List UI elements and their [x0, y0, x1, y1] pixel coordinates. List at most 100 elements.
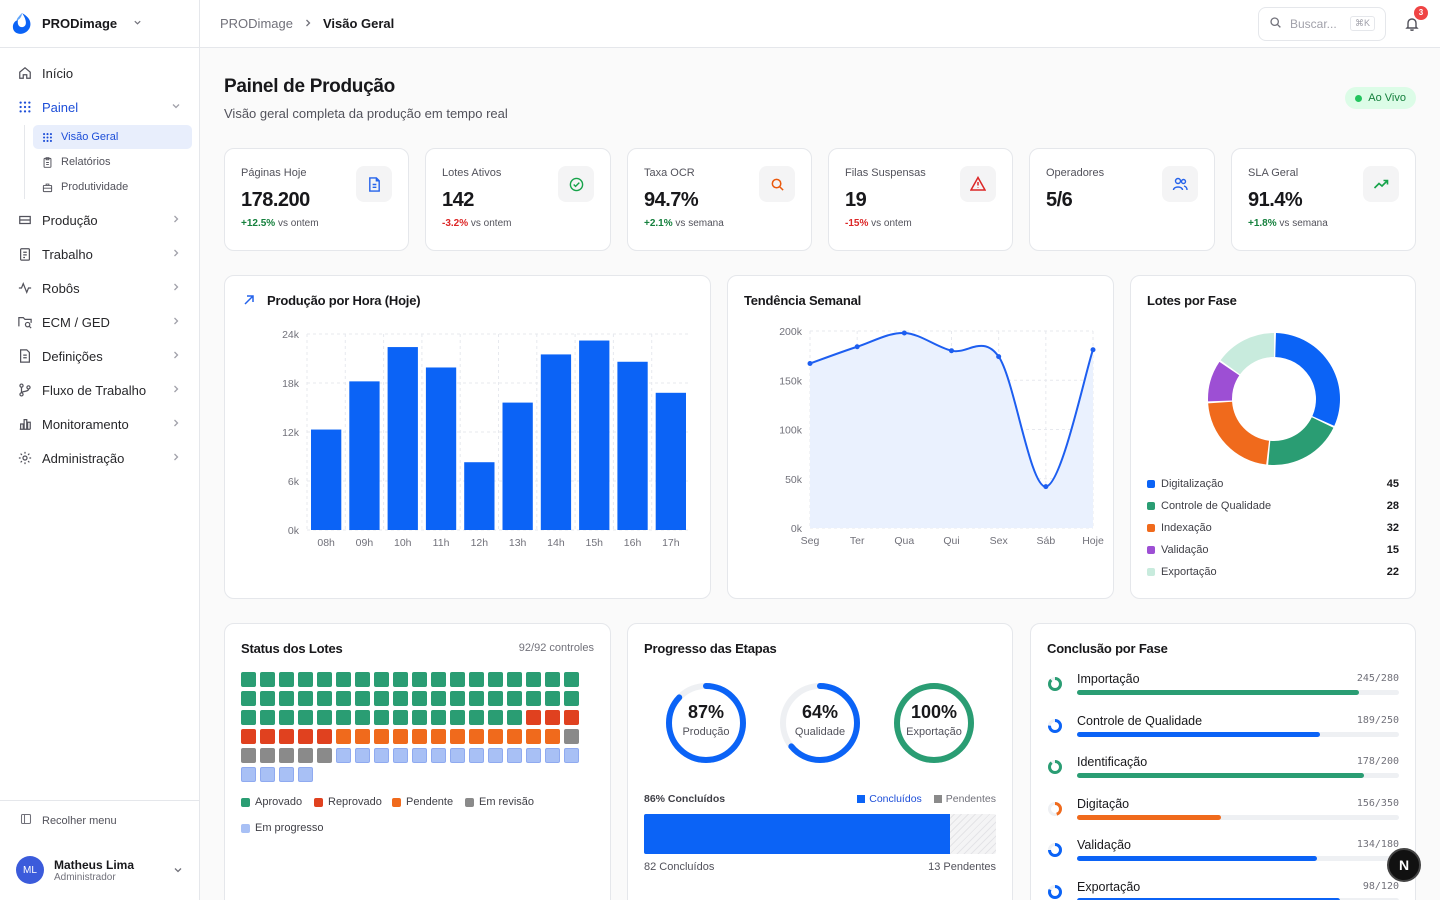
status-cell-aprovado[interactable]: [545, 691, 560, 706]
status-cell-pendente[interactable]: [469, 729, 484, 744]
slice-Digitalização[interactable]: [1275, 333, 1340, 426]
status-cell-aprovado[interactable]: [241, 672, 256, 687]
bar-09h[interactable]: [349, 381, 380, 530]
status-cell-aprovado[interactable]: [260, 710, 275, 725]
sidebar-item-producao[interactable]: Produção: [0, 203, 199, 237]
status-cell-em-progresso[interactable]: [241, 767, 256, 782]
status-cell-aprovado[interactable]: [431, 691, 446, 706]
status-cell-aprovado[interactable]: [393, 672, 408, 687]
slice-Indexação[interactable]: [1208, 401, 1270, 465]
status-cell-em-revisao[interactable]: [298, 748, 313, 763]
status-cell-reprovado[interactable]: [241, 729, 256, 744]
status-cell-aprovado[interactable]: [241, 691, 256, 706]
bar-10h[interactable]: [387, 347, 418, 530]
status-cell-aprovado[interactable]: [336, 691, 351, 706]
phase-row[interactable]: Controle de Qualidade 189/250: [1047, 714, 1399, 750]
status-cell-aprovado[interactable]: [507, 672, 522, 687]
search-input[interactable]: Buscar... ⌘K: [1258, 6, 1386, 41]
status-cell-aprovado[interactable]: [317, 691, 332, 706]
status-cell-aprovado[interactable]: [488, 672, 503, 687]
status-cell-aprovado[interactable]: [374, 691, 389, 706]
status-cell-aprovado[interactable]: [564, 691, 579, 706]
bar-14h[interactable]: [540, 354, 572, 530]
status-cell-aprovado[interactable]: [317, 672, 332, 687]
status-cell-aprovado[interactable]: [545, 672, 560, 687]
phase-row[interactable]: Importação 245/280: [1047, 672, 1399, 708]
status-cell-em-progresso[interactable]: [298, 767, 313, 782]
progress-ring-produção[interactable]: 87% Produção: [664, 681, 748, 765]
point-Ter[interactable]: [854, 344, 860, 350]
status-cell-aprovado[interactable]: [374, 672, 389, 687]
status-cell-em-progresso[interactable]: [450, 748, 465, 763]
slice-Controle de Qualidade[interactable]: [1268, 417, 1334, 465]
status-cell-aprovado[interactable]: [260, 691, 275, 706]
progress-ring-qualidade[interactable]: 64% Qualidade: [778, 681, 862, 765]
status-cell-pendente[interactable]: [507, 729, 522, 744]
status-cell-aprovado[interactable]: [431, 672, 446, 687]
status-cell-aprovado[interactable]: [279, 691, 294, 706]
status-cell-aprovado[interactable]: [355, 691, 370, 706]
status-cell-pendente[interactable]: [450, 729, 465, 744]
status-cell-em-revisao[interactable]: [260, 748, 275, 763]
bar-16h[interactable]: [617, 361, 648, 530]
status-cell-em-progresso[interactable]: [507, 748, 522, 763]
status-cell-aprovado[interactable]: [469, 710, 484, 725]
point-Seg[interactable]: [807, 361, 813, 367]
status-cell-aprovado[interactable]: [526, 691, 541, 706]
sidebar-item-fluxo-de-trabalho[interactable]: Fluxo de Trabalho: [0, 373, 199, 407]
point-Hoje[interactable]: [1090, 347, 1096, 353]
status-cell-aprovado[interactable]: [412, 710, 427, 725]
status-cell-reprovado[interactable]: [545, 710, 560, 725]
status-cell-em-progresso[interactable]: [545, 748, 560, 763]
status-cell-em-progresso[interactable]: [374, 748, 389, 763]
sidebar-item-trabalho[interactable]: Trabalho: [0, 237, 199, 271]
stat-card-operadores[interactable]: Operadores 5/6: [1029, 148, 1215, 251]
status-cell-em-progresso[interactable]: [469, 748, 484, 763]
slice-Exportação[interactable]: [1220, 333, 1274, 375]
status-cell-reprovado[interactable]: [260, 729, 275, 744]
status-cell-aprovado[interactable]: [412, 672, 427, 687]
sidebar-item-robos[interactable]: Robôs: [0, 271, 199, 305]
sidebar-subitem-visao-geral[interactable]: Visão Geral: [33, 125, 192, 149]
status-cell-em-progresso[interactable]: [412, 748, 427, 763]
slice-Validação[interactable]: [1208, 361, 1240, 402]
status-cell-aprovado[interactable]: [317, 710, 332, 725]
workspace-switcher[interactable]: PRODimage: [0, 0, 199, 48]
status-cell-reprovado[interactable]: [298, 729, 313, 744]
collapse-menu-button[interactable]: Recolher menu: [0, 800, 199, 840]
status-cell-aprovado[interactable]: [336, 672, 351, 687]
stat-card-sla-geral[interactable]: SLA Geral 91.4% +1.8% vs semana: [1231, 148, 1416, 251]
status-cell-aprovado[interactable]: [469, 691, 484, 706]
status-cell-aprovado[interactable]: [241, 710, 256, 725]
sidebar-item-definicoes[interactable]: Definições: [0, 339, 199, 373]
status-cell-em-revisao[interactable]: [564, 729, 579, 744]
status-cell-aprovado[interactable]: [488, 710, 503, 725]
status-cell-aprovado[interactable]: [393, 691, 408, 706]
sidebar-subitem-relatorios[interactable]: Relatórios: [33, 150, 192, 174]
sidebar-item-painel[interactable]: Painel: [0, 90, 199, 124]
status-cell-aprovado[interactable]: [564, 672, 579, 687]
status-cell-aprovado[interactable]: [374, 710, 389, 725]
phase-row[interactable]: Identificação 178/200: [1047, 755, 1399, 791]
status-cell-aprovado[interactable]: [526, 672, 541, 687]
status-cell-aprovado[interactable]: [431, 710, 446, 725]
status-cell-reprovado[interactable]: [317, 729, 332, 744]
status-cell-aprovado[interactable]: [450, 672, 465, 687]
status-cell-aprovado[interactable]: [450, 710, 465, 725]
sidebar-subitem-produtividade[interactable]: Produtividade: [33, 175, 192, 199]
sidebar-item-monitoramento[interactable]: Monitoramento: [0, 407, 199, 441]
bar-15h[interactable]: [579, 340, 610, 530]
status-cell-reprovado[interactable]: [526, 710, 541, 725]
status-cell-em-revisao[interactable]: [317, 748, 332, 763]
status-cell-em-progresso[interactable]: [336, 748, 351, 763]
status-cell-aprovado[interactable]: [298, 710, 313, 725]
status-cell-em-revisao[interactable]: [279, 748, 294, 763]
bar-12h[interactable]: [464, 462, 495, 530]
status-cell-em-progresso[interactable]: [355, 748, 370, 763]
point-Sex[interactable]: [996, 354, 1002, 360]
sidebar-item-inicio[interactable]: Início: [0, 56, 199, 90]
status-cell-reprovado[interactable]: [564, 710, 579, 725]
status-cell-pendente[interactable]: [488, 729, 503, 744]
status-cell-aprovado[interactable]: [469, 672, 484, 687]
phase-row[interactable]: Digitação 156/350: [1047, 797, 1399, 833]
